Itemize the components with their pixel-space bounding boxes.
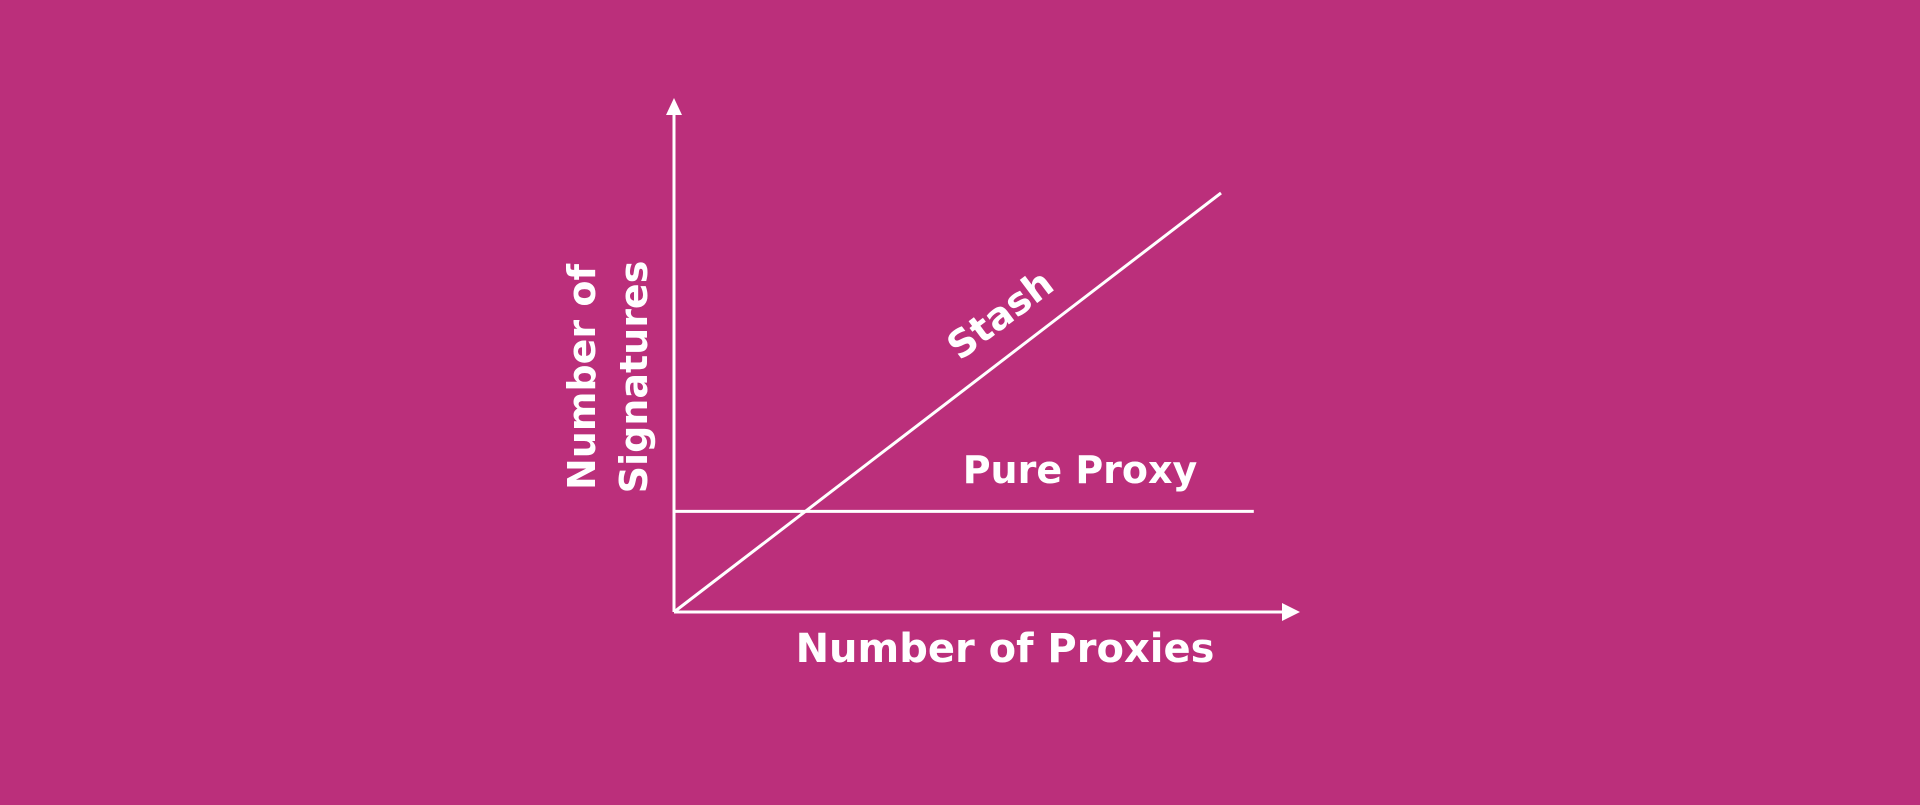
x-axis-label: Number of Proxies	[796, 626, 1215, 672]
y-axis-label-group: Number of Signatures	[560, 261, 656, 494]
series-label-stash: Stash	[939, 261, 1062, 369]
series-label-pure-proxy: Pure Proxy	[963, 448, 1198, 492]
x-axis-arrow-icon	[1282, 603, 1300, 621]
y-axis-arrow-icon	[666, 98, 682, 115]
series-layer	[673, 191, 1254, 614]
y-axis-label-line-2: Signatures	[612, 261, 656, 494]
series-line-stash	[673, 191, 1222, 614]
y-axis-label-line-1: Number of	[560, 264, 604, 491]
